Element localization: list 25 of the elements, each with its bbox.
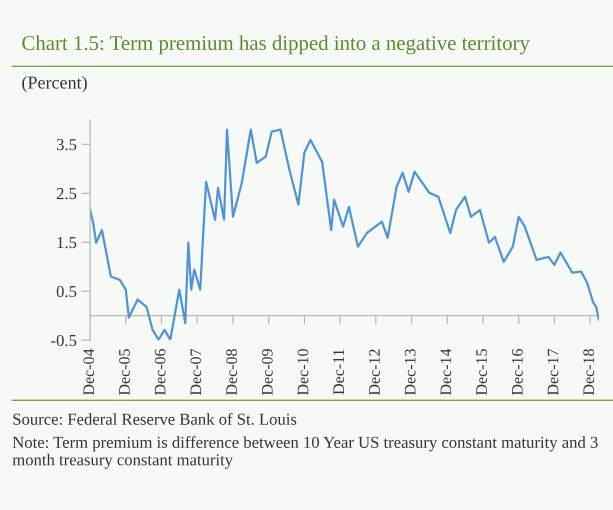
y-tick-label: 1.5	[58, 237, 76, 248]
x-tick-label: Dec-12	[369, 349, 380, 396]
x-tick-label: Dec-18	[583, 349, 594, 396]
x-tick-label: Dec-10	[298, 349, 308, 396]
y-tick-label: 2.5	[56, 188, 76, 200]
x-tick-label: Dec-13	[404, 349, 416, 396]
y-tick-label: 3.5	[56, 139, 76, 150]
source-note: Source: Federal Reserve Bank of St. Louis	[13, 412, 296, 425]
y-tick-label: 0.5	[56, 286, 76, 298]
y-tick-label: -0.5	[51, 334, 76, 346]
x-tick-label: Dec-08	[226, 349, 237, 396]
x-tick-label: Dec-11	[333, 349, 344, 394]
x-tick-label: Dec-14	[440, 348, 452, 396]
y-axis-title: (Percent)	[22, 76, 87, 92]
text: Note: Term premium is difference between 10 Year US treasury constant maturity and 3 month treasury constant maturity	[12, 436, 598, 469]
x-tick-label: Dec-04	[83, 348, 94, 396]
x-tick-label: Dec-16	[512, 348, 523, 396]
chart-title: Chart 1.5: Term premium has dipped into a negative territory	[22, 35, 530, 54]
x-tick-label: Dec-07	[190, 348, 202, 396]
line-series	[90, 128, 599, 340]
x-tick-label: Dec-17	[548, 348, 558, 396]
x-tick-label: Dec-09	[262, 349, 273, 396]
x-tick-label: Dec-15	[476, 349, 487, 396]
x-tick-label: Dec-06	[154, 348, 166, 396]
x-tick-label: Dec-05	[119, 349, 130, 396]
